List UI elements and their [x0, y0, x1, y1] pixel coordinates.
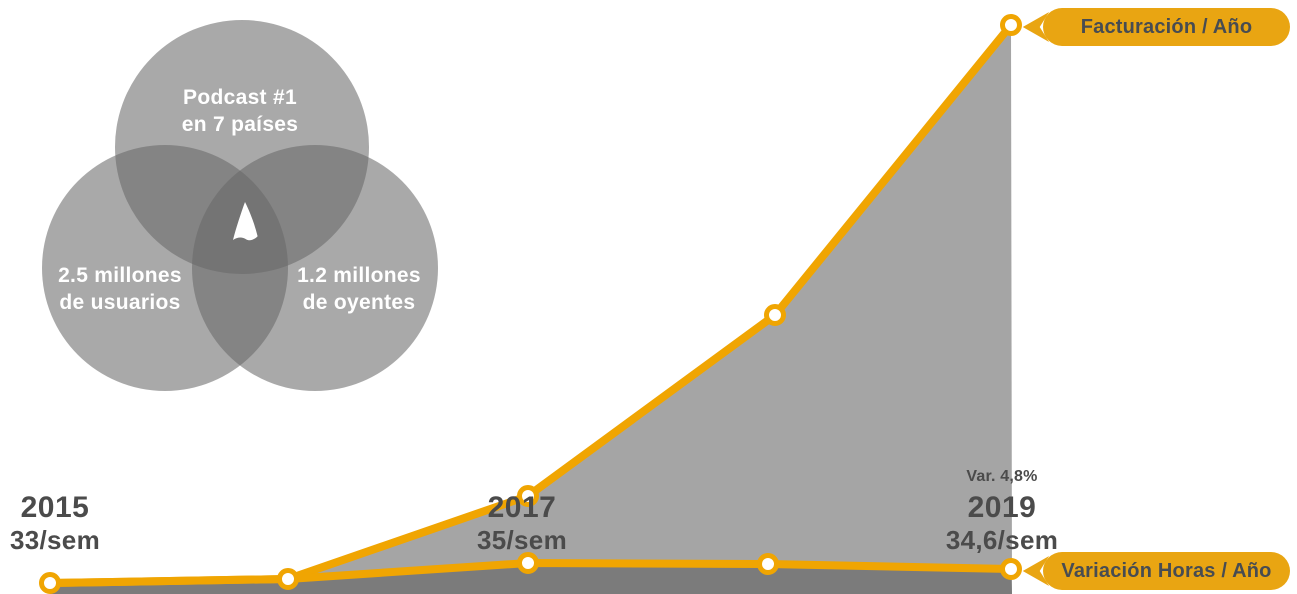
data-point [1000, 14, 1022, 36]
data-point [517, 552, 539, 574]
legend-badge-facturacion: Facturación / Año [1022, 8, 1290, 46]
venn-label-oyentes: 1.2 millones de oyentes [249, 262, 469, 316]
variation-note: Var. 4,8% [966, 468, 1038, 485]
venn-label-usuarios: 2.5 millones de usuarios [10, 262, 230, 316]
tick-year: 2019 [967, 491, 1037, 524]
axis-tick-2019: Var. 4,8% 2019 34,6/sem [892, 468, 1112, 555]
facturacion-area [288, 25, 1012, 594]
data-point [757, 553, 779, 575]
data-point [517, 485, 539, 507]
axis-tick-2015: 2015 33/sem [0, 491, 165, 555]
tick-hours-per-week: 34,6/sem [945, 525, 1059, 555]
data-point [1000, 558, 1022, 580]
venn-label-line: de usuarios [59, 291, 181, 314]
tick-year: 2017 [487, 491, 557, 524]
badge-arrow-left-icon [1022, 11, 1050, 43]
data-point [39, 572, 61, 594]
podimo-logo-icon [233, 202, 258, 241]
tick-year: 2015 [20, 491, 90, 524]
badge-label-facturacion: Facturación / Año [1080, 15, 1253, 38]
venn-label-line: 1.2 millones [297, 264, 421, 287]
venn-label-line: en 7 países [181, 113, 299, 136]
venn-label-line: de oyentes [302, 291, 416, 314]
axis-tick-2017: 2017 35/sem [412, 491, 632, 555]
data-point [764, 304, 786, 326]
data-point [277, 568, 299, 590]
badge-arrow-left-icon [1022, 555, 1050, 587]
tick-hours-per-week: 35/sem [477, 525, 567, 555]
venn-circle-oyentes [192, 145, 438, 391]
venn-label-podcast: Podcast #1 en 7 países [130, 84, 350, 138]
venn-label-line: Podcast #1 [183, 86, 297, 109]
tick-hours-per-week: 33/sem [10, 525, 100, 555]
badge-label-variacion: Variación Horas / Año [1061, 559, 1272, 582]
venn-label-line: 2.5 millones [58, 264, 182, 287]
legend-badge-variacion: Variación Horas / Año [1022, 552, 1290, 590]
